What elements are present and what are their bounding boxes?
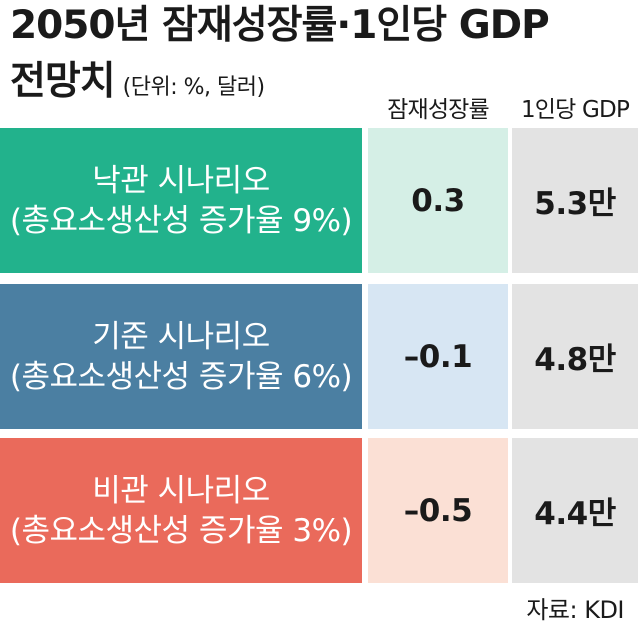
scenario-name: 비관 시나리오 bbox=[92, 472, 270, 509]
scenario-tfp-rate: (총요소생산성 증가율 9%) bbox=[9, 202, 353, 239]
chart-title-suffix: 전망치 bbox=[10, 59, 116, 104]
scenario-name: 낙관 시나리오 bbox=[92, 162, 270, 199]
gdp-value-pessimistic: 4.4만 bbox=[512, 438, 638, 583]
scenario-tfp-rate: (총요소생산성 증가율 6%) bbox=[9, 358, 353, 395]
scenario-tfp-rate: (총요소생산성 증가율 3%) bbox=[9, 512, 353, 549]
growth-value-pessimistic: –0.5 bbox=[368, 438, 508, 583]
chart-title-line2: 전망치 (단위: %, 달러) bbox=[10, 62, 265, 101]
scenario-name: 기준 시나리오 bbox=[92, 318, 270, 355]
scenario-label-optimistic: 낙관 시나리오 (총요소생산성 증가율 9%) bbox=[0, 128, 362, 273]
chart-title: 2050년 잠재성장률·1인당 GDP bbox=[10, 3, 550, 48]
source-note: 자료: KDI bbox=[526, 596, 624, 624]
unit-note: (단위: %, 달러) bbox=[122, 75, 265, 100]
scenario-label-baseline: 기준 시나리오 (총요소생산성 증가율 6%) bbox=[0, 284, 362, 429]
gdp-value-baseline: 4.8만 bbox=[512, 284, 638, 429]
scenario-label-pessimistic: 비관 시나리오 (총요소생산성 증가율 3%) bbox=[0, 438, 362, 583]
column-header-gdp: 1인당 GDP bbox=[520, 97, 630, 123]
gdp-value-optimistic: 5.3만 bbox=[512, 128, 638, 273]
growth-value-optimistic: 0.3 bbox=[368, 128, 508, 273]
growth-value-baseline: –0.1 bbox=[368, 284, 508, 429]
column-header-growth: 잠재성장률 bbox=[387, 97, 490, 123]
